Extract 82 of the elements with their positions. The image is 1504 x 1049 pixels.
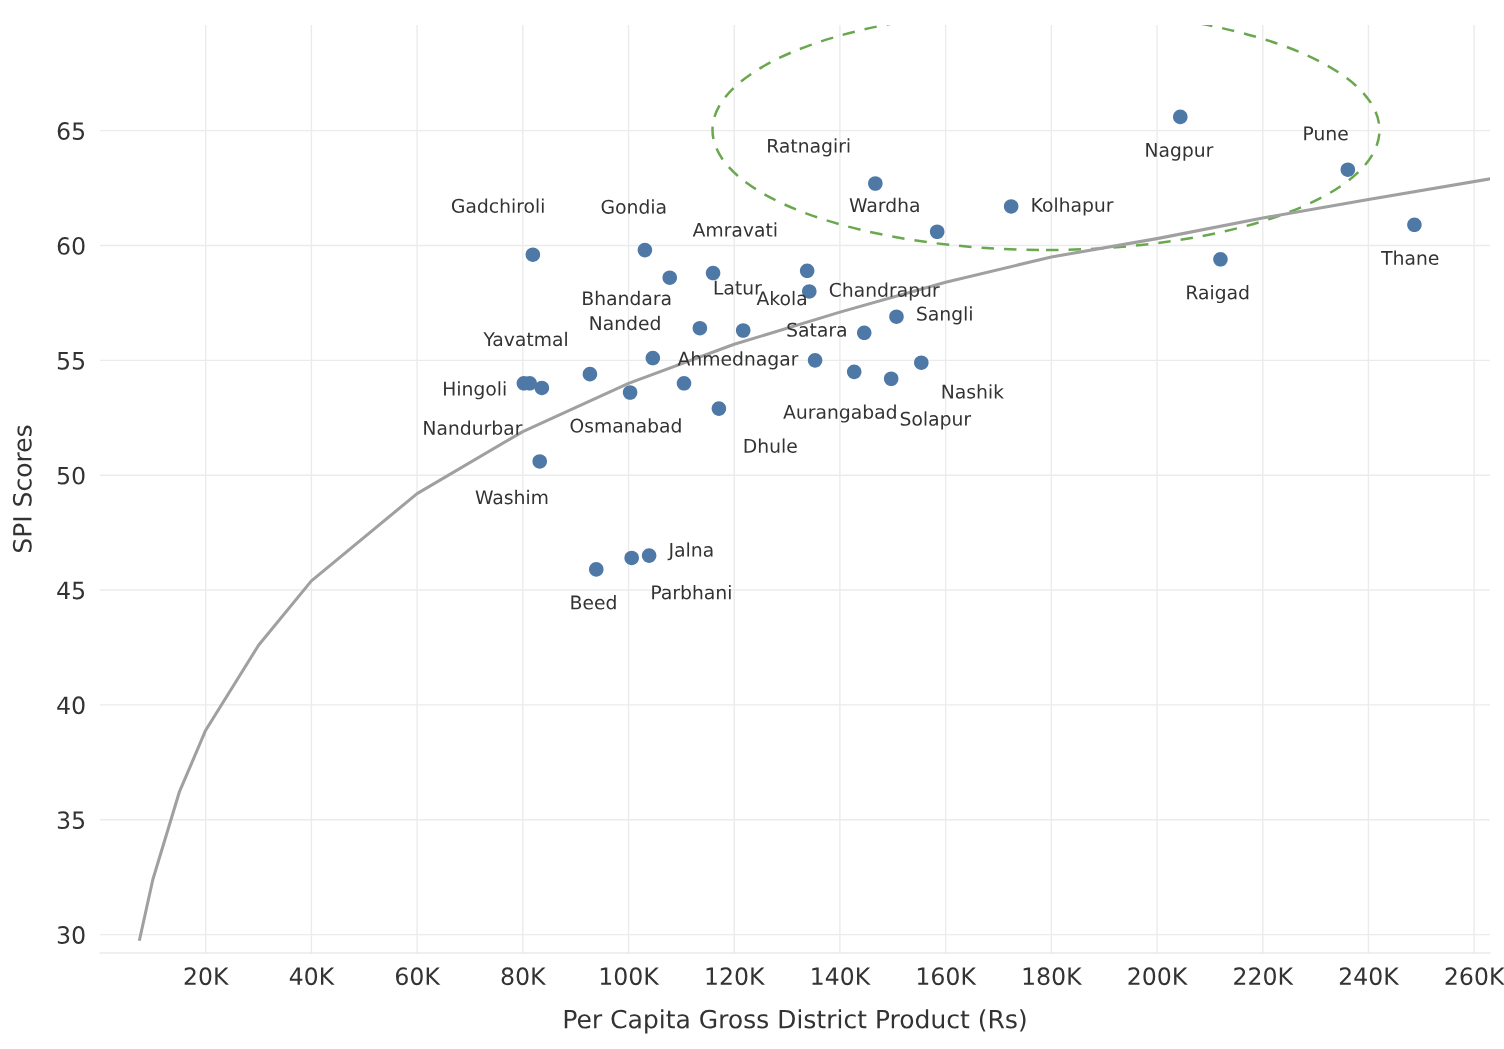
point (1003, 199, 1019, 214)
point (914, 355, 929, 370)
annotation: Dhule (744, 438, 797, 453)
y-tick-label: 55 (57, 352, 85, 370)
point (622, 385, 638, 400)
point (799, 263, 815, 279)
y-axis-title: SPI Scores (12, 425, 32, 552)
annotation: Kolhapur (1032, 197, 1114, 216)
point (735, 323, 751, 338)
point (856, 325, 872, 341)
x-tick-label: 240K (1339, 967, 1400, 986)
y-tick-label: 50 (57, 466, 85, 485)
x-tick-label: 20K (184, 967, 229, 986)
point (705, 265, 721, 281)
annotation: Yavatmal (483, 331, 567, 347)
annotation: Hingoli (444, 381, 506, 400)
x-tick-label: 160K (917, 967, 977, 986)
x-tick-label: 40K (289, 967, 335, 986)
annotation: Solapur (900, 411, 972, 430)
annotation: Chandrapur (829, 282, 940, 301)
annotation: Ratnagiri (768, 138, 850, 157)
point (807, 353, 823, 368)
annotation: Aurangabad (783, 404, 896, 423)
point (692, 320, 708, 336)
annotation: Nanded (590, 315, 660, 331)
annotation: Amravati (692, 222, 777, 237)
x-tick-label: 120K (706, 967, 765, 986)
annotation: Bhandara (583, 290, 671, 306)
x-tick-label: 140K (812, 967, 871, 986)
point (532, 454, 548, 469)
y-tick-label: 60 (57, 236, 85, 255)
y-tick-label: 30 (57, 926, 85, 944)
x-tick-label: 60K (395, 967, 441, 986)
x-tick-label: 100K (600, 967, 660, 986)
x-tick-label: 220K (1234, 967, 1294, 986)
annotation: Osmanabad (570, 418, 681, 433)
point (1213, 252, 1228, 267)
point (637, 242, 653, 258)
annotation: Pune (1304, 126, 1348, 141)
annotation: Ahmednagar (677, 351, 799, 370)
annotation: Washim (475, 489, 548, 505)
point (929, 224, 945, 240)
point (588, 562, 604, 577)
point (868, 176, 883, 191)
x-tick-label: 260K (1445, 967, 1504, 986)
annotation: Sangli (917, 306, 972, 325)
annotation: Parbhani (652, 584, 731, 600)
point (645, 350, 661, 366)
point (1340, 162, 1356, 177)
point (641, 548, 657, 563)
line-series (138, 177, 1490, 941)
y-tick-label: 45 (57, 581, 85, 600)
x-tick-label: 80K (501, 967, 547, 986)
annotation: Wardha (849, 197, 919, 213)
annotation: Gondia (601, 199, 666, 214)
x-tick-label: 200K (1128, 967, 1188, 986)
point (883, 371, 899, 387)
point (1173, 109, 1188, 125)
point (582, 366, 598, 382)
point (1407, 217, 1422, 233)
annotation: Thane (1381, 250, 1439, 265)
annotation: Gadchiroli (451, 198, 544, 213)
x-axis-title: Per Capita Gross District Product (Rs) (564, 1009, 1026, 1034)
annotation: Nashik (942, 384, 1004, 399)
y-tick-label: 65 (57, 122, 85, 140)
point (534, 380, 550, 396)
point (711, 401, 727, 416)
annotation: Satara (787, 322, 846, 337)
annotation: Nandurbar (424, 420, 523, 436)
point (676, 376, 692, 391)
annotation: Raigad (1187, 284, 1249, 304)
annotation: Nagpur (1146, 143, 1214, 161)
y-tick-label: 35 (57, 811, 85, 830)
point (846, 364, 862, 380)
point (624, 550, 639, 566)
point (662, 270, 678, 285)
y-tick-label: 40 (57, 696, 85, 715)
x-tick-label: 180K (1023, 967, 1083, 986)
point (525, 247, 541, 262)
annotation: Jalna (667, 542, 713, 561)
annotation: Beed (571, 595, 616, 610)
point (889, 309, 904, 325)
